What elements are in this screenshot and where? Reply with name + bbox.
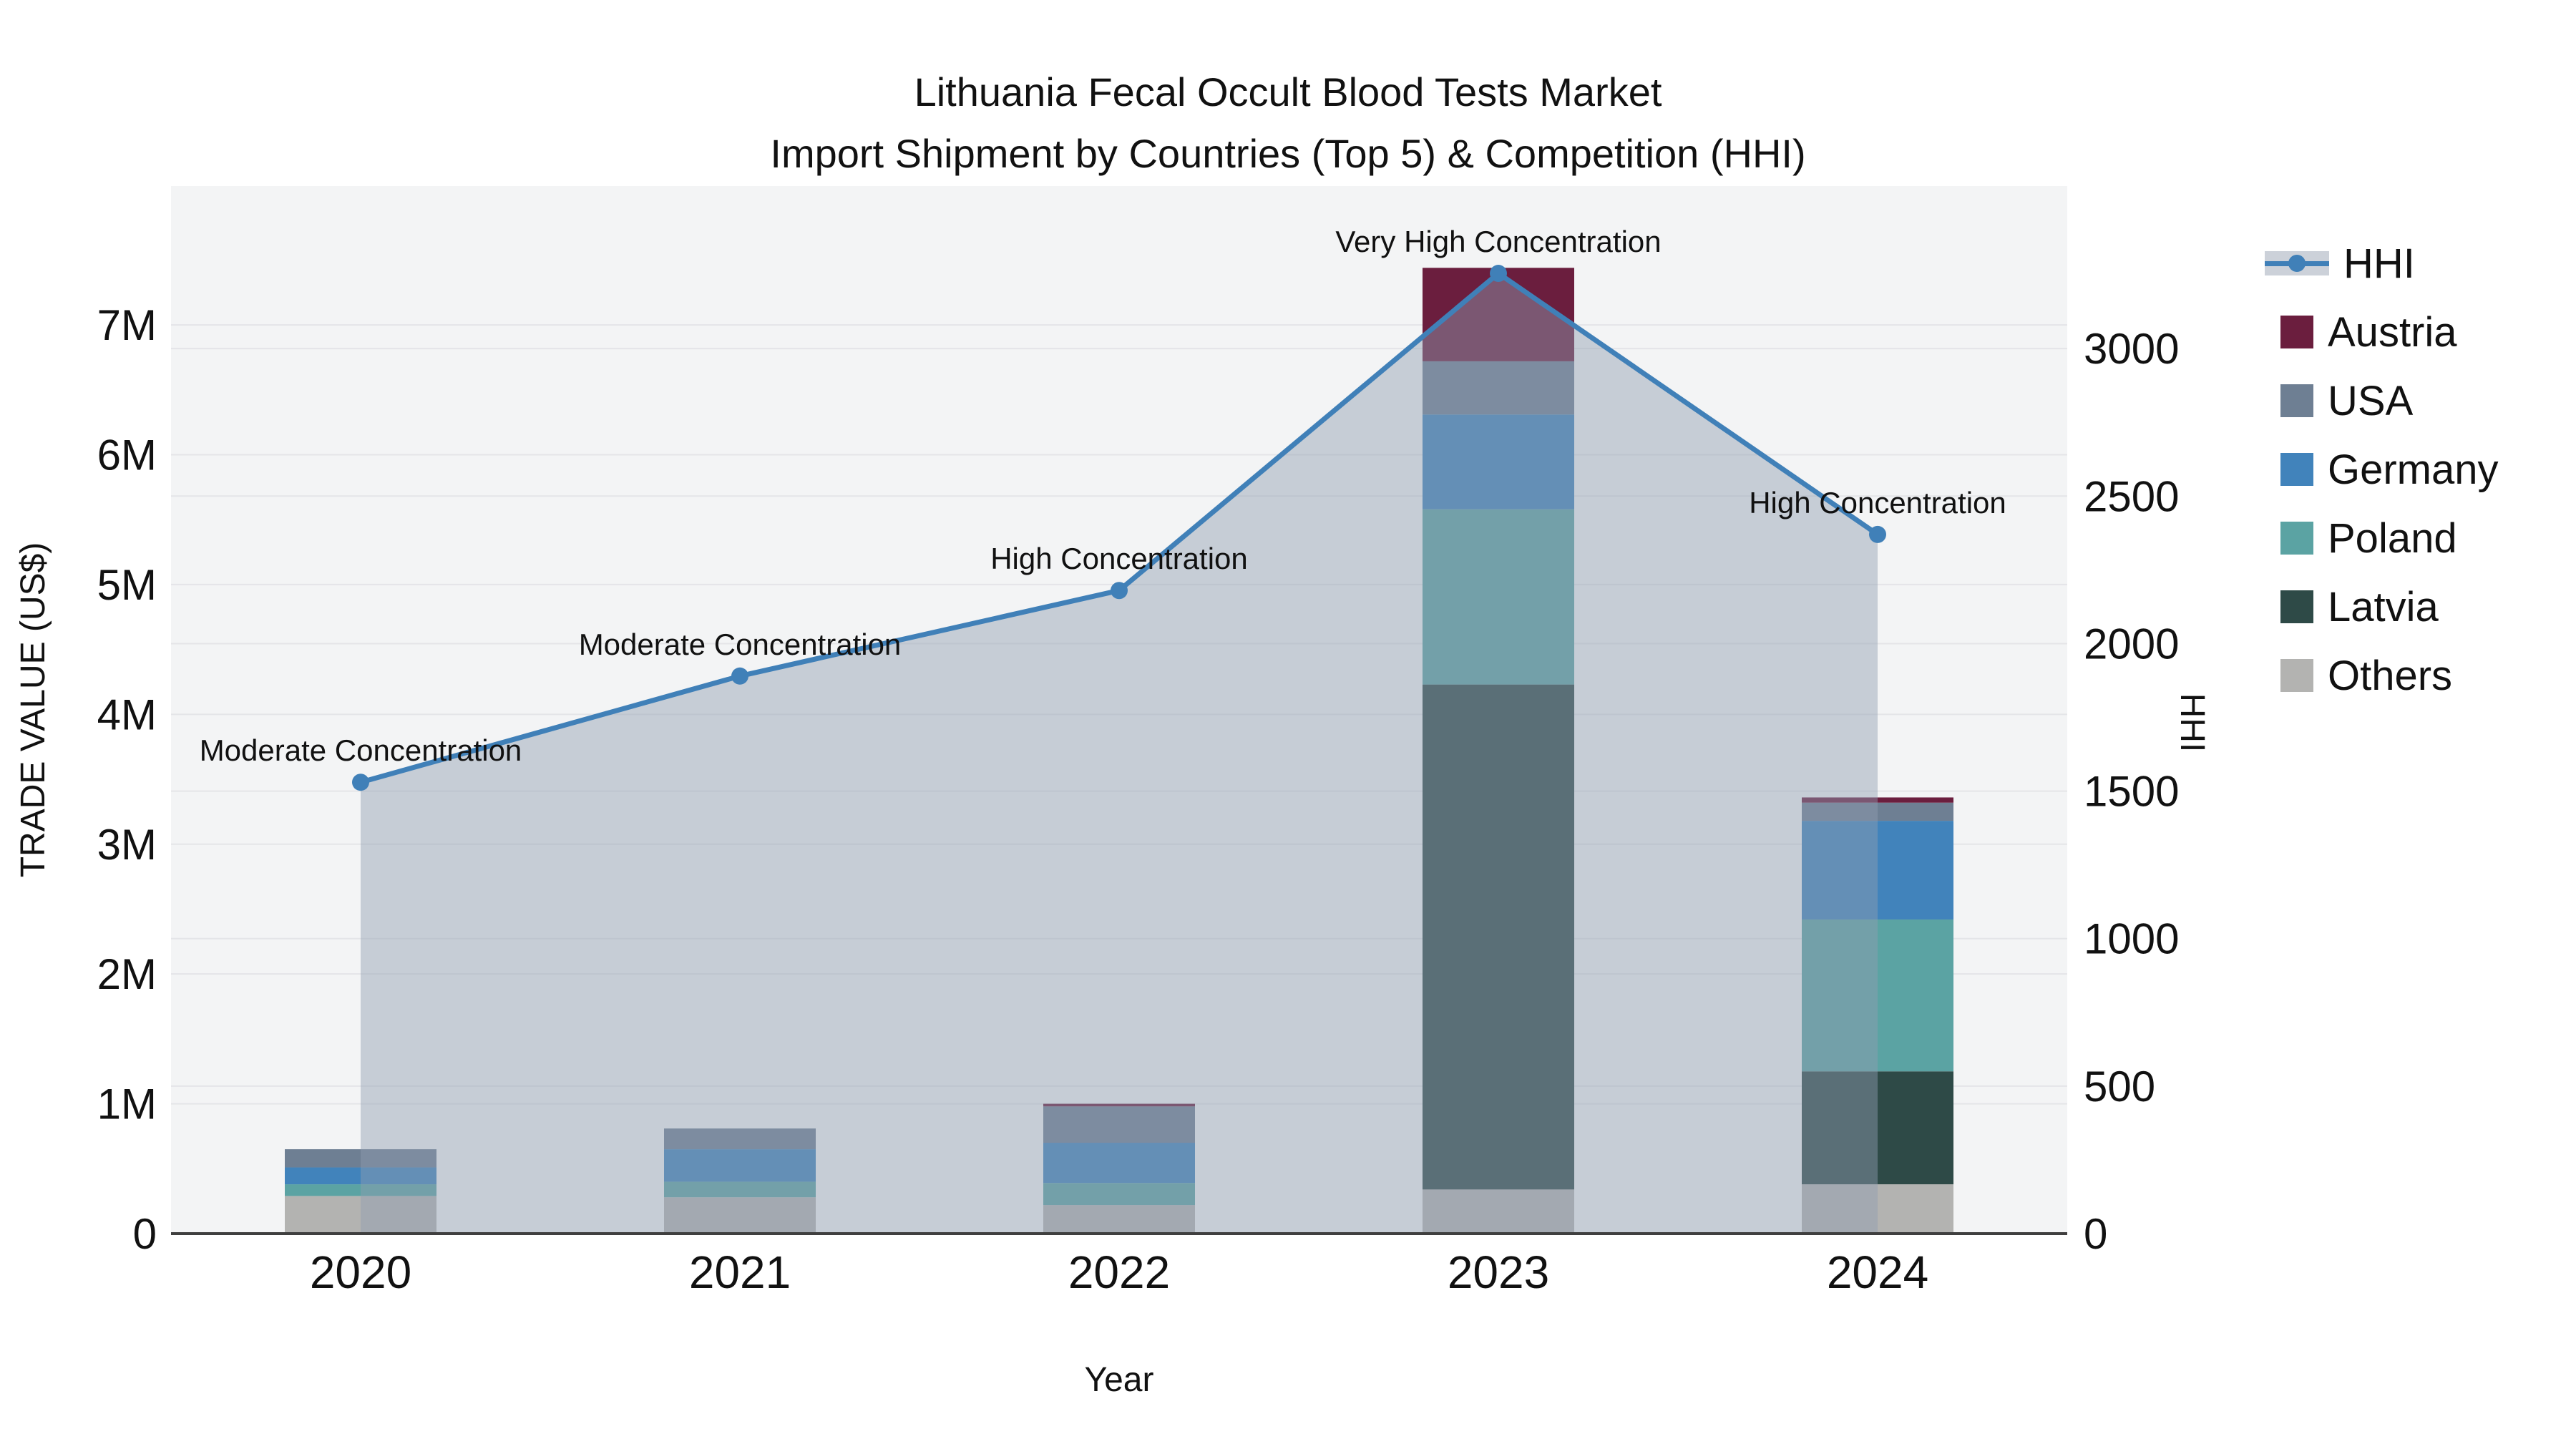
bar-segment-2022-germany[interactable] [1043, 1143, 1195, 1184]
annotation-2023: Very High Concentration [1335, 225, 1661, 258]
hhi-marker-2022[interactable] [1111, 582, 1128, 600]
legend: HHI Austria USA Germany Poland Latvia Others [2265, 229, 2499, 710]
chart-title-line2: Import Shipment by Countries (Top 5) & C… [770, 131, 1806, 176]
hhi-area-band [361, 273, 1878, 1234]
left-axis-tick-label: 6M [97, 431, 157, 479]
bar-segment-2024-latvia[interactable] [1802, 1071, 1953, 1185]
bar-segment-2023-germany[interactable] [1423, 414, 1574, 509]
x-axis-tick-label-2023: 2023 [1448, 1246, 1549, 1298]
bar-segment-2023-latvia[interactable] [1423, 684, 1574, 1190]
legend-item-poland[interactable]: Poland [2265, 504, 2499, 572]
right-axis-title: HHI [2173, 693, 2211, 753]
right-axis-tick-label: 1000 [2084, 915, 2179, 963]
legend-label: Latvia [2328, 583, 2439, 630]
legend-hhi-dot [2288, 255, 2306, 272]
hhi-area-band-layer [361, 273, 1878, 1234]
right-axis-tick-label: 3000 [2084, 325, 2179, 373]
legend-label: Germany [2328, 446, 2499, 493]
bar-segment-2022-others[interactable] [1043, 1205, 1195, 1234]
plot-background-layer [171, 186, 2067, 1234]
gridlines-layer [171, 324, 2067, 1105]
right-axis-tick-label: 0 [2084, 1210, 2107, 1258]
bar-segment-2023-others[interactable] [1423, 1189, 1574, 1234]
annotation-2022: High Concentration [990, 542, 1248, 575]
bar-segment-2024-austria[interactable] [1802, 797, 1953, 803]
bar-segment-2023-usa[interactable] [1423, 361, 1574, 415]
left-axis-tick-label: 1M [97, 1080, 157, 1128]
bar-segment-2020-germany[interactable] [285, 1167, 436, 1185]
legend-item-hhi[interactable]: HHI [2265, 229, 2499, 298]
x-axis-title: Year [1085, 1361, 1154, 1399]
bar-segment-2023-poland[interactable] [1423, 509, 1574, 685]
legend-label: HHI [2343, 240, 2415, 287]
left-axis-tick-label: 2M [97, 950, 157, 998]
chart-title: Lithuania Fecal Occult Blood Tests Marke… [0, 62, 2576, 185]
bar-segment-2021-others[interactable] [664, 1197, 816, 1234]
left-axis-tick-label: 4M [97, 691, 157, 738]
legend-item-usa[interactable]: USA [2265, 366, 2499, 435]
hhi-marker-2024[interactable] [1869, 525, 1886, 543]
legend-swatch-germany [2280, 453, 2313, 486]
bar-segment-2021-poland[interactable] [664, 1181, 816, 1198]
legend-label: Others [2328, 652, 2453, 699]
bar-segment-2022-poland[interactable] [1043, 1183, 1195, 1206]
legend-item-austria[interactable]: Austria [2265, 298, 2499, 366]
bar-segment-2020-others[interactable] [285, 1196, 436, 1234]
legend-label: Austria [2328, 308, 2457, 356]
left-axis-tick-label: 7M [97, 301, 157, 349]
left-axis-tick-label: 3M [97, 821, 157, 869]
left-axis-tick-label: 5M [97, 561, 157, 609]
right-axis-tick-label: 500 [2084, 1063, 2155, 1111]
legend-label: Poland [2328, 514, 2457, 562]
right-axis-tick-label: 2500 [2084, 472, 2179, 520]
bar-segment-2022-usa[interactable] [1043, 1106, 1195, 1143]
bar-segment-2024-usa[interactable] [1802, 802, 1953, 821]
bar-segment-2024-poland[interactable] [1802, 919, 1953, 1072]
legend-swatch-latvia [2280, 590, 2313, 623]
left-axis-tick-label: 0 [133, 1210, 157, 1258]
legend-swatch-austria [2280, 316, 2313, 348]
hhi-marker-2023[interactable] [1490, 265, 1507, 283]
bar-segment-2022-austria[interactable] [1043, 1103, 1195, 1107]
legend-hhi-line-icon [2265, 251, 2329, 275]
legend-label: USA [2328, 377, 2414, 424]
plot-background [171, 186, 2067, 1234]
legend-item-germany[interactable]: Germany [2265, 435, 2499, 504]
hhi-line-layer [352, 265, 1886, 791]
bar-segment-2024-others[interactable] [1802, 1184, 1953, 1234]
right-axis-tick-label: 1500 [2084, 768, 2179, 816]
bar-segment-2020-usa[interactable] [285, 1149, 436, 1168]
hhi-marker-2021[interactable] [731, 667, 748, 685]
bars-layer [285, 268, 1953, 1234]
annotation-2024: High Concentration [1749, 486, 2006, 519]
legend-swatch-poland [2280, 522, 2313, 555]
hhi-marker-2020[interactable] [352, 774, 369, 791]
annotation-2021: Moderate Concentration [579, 628, 902, 661]
bar-segment-2021-germany[interactable] [664, 1149, 816, 1182]
legend-swatch-usa [2280, 384, 2313, 417]
bar-segment-2021-usa[interactable] [664, 1128, 816, 1150]
chart-title-line1: Lithuania Fecal Occult Blood Tests Marke… [914, 69, 1662, 114]
x-axis-tick-label-2022: 2022 [1068, 1246, 1170, 1298]
x-axis-tick-label-2024: 2024 [1827, 1246, 1928, 1298]
right-axis-tick-label: 2000 [2084, 620, 2179, 668]
bar-segment-2024-germany[interactable] [1802, 821, 1953, 919]
annotations-layer: Moderate Concentration Moderate Concentra… [200, 225, 2006, 767]
x-axis-tick-label-2021: 2021 [689, 1246, 791, 1298]
legend-item-latvia[interactable]: Latvia [2265, 572, 2499, 641]
annotation-2020: Moderate Concentration [200, 733, 522, 767]
x-axis-tick-label-2020: 2020 [310, 1246, 411, 1298]
legend-item-others[interactable]: Others [2265, 641, 2499, 710]
left-axis-title: TRADE VALUE (US$) [14, 542, 52, 878]
legend-swatch-others [2280, 659, 2313, 692]
tick-labels-layer: 0 1M 2M 3M 4M 5M 6M 7M 0 500 1000 1500 2000 2500 3000 2… [97, 301, 2180, 1298]
bar-segment-2020-poland[interactable] [285, 1184, 436, 1196]
